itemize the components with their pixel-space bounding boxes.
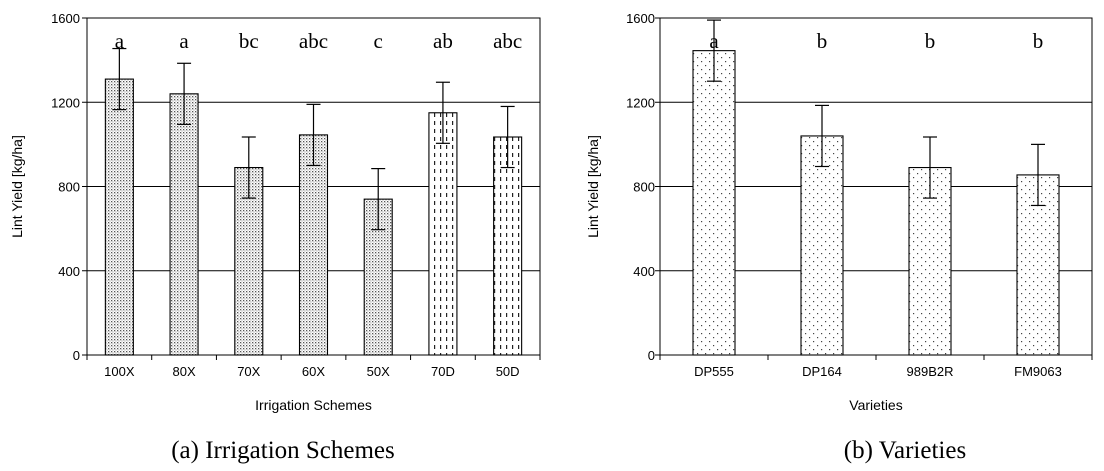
y-tick-label: 800: [633, 180, 655, 195]
y-tick-label: 1600: [626, 11, 655, 26]
y-tick-label: 0: [648, 348, 655, 363]
bar-100x: [104, 78, 134, 356]
x-tick-label: DP164: [802, 364, 842, 379]
x-tick-label: 80X: [173, 364, 196, 379]
y-axis-title: Lint Yield [kg/ha]: [9, 135, 25, 238]
x-tick-label: FM9063: [1014, 364, 1062, 379]
bar-60x: [298, 134, 329, 356]
x-tick-label: 70X: [237, 364, 260, 379]
significance-label: ab: [433, 29, 453, 53]
chart-varieties: a DP555 b DP164 b 989B2R b FM9063 0 400 800 1200 160…: [585, 11, 1093, 464]
significance-label: abc: [299, 29, 328, 53]
significance-label: a: [115, 29, 125, 53]
x-tick-label: 50X: [367, 364, 390, 379]
y-tick-label: 400: [633, 264, 655, 279]
x-tick-label: DP555: [694, 364, 734, 379]
y-tick-label: 0: [73, 348, 80, 363]
chart-caption: (a) Irrigation Schemes: [171, 437, 395, 464]
bar-50d: [493, 136, 523, 356]
bar-dp164: [800, 135, 844, 356]
bar-70d: [428, 112, 458, 356]
significance-label: b: [1033, 29, 1044, 53]
x-axis-title: Varieties: [849, 397, 902, 413]
y-tick-label: 1200: [51, 95, 80, 110]
significance-label: b: [925, 29, 936, 53]
chart-caption: (b) Varieties: [844, 437, 966, 464]
significance-label: c: [374, 29, 383, 53]
y-tick-label: 1200: [626, 95, 655, 110]
x-tick-label: 50D: [496, 364, 520, 379]
significance-label: abc: [493, 29, 522, 53]
x-tick-label: 70D: [431, 364, 455, 379]
x-tick-label: 100X: [104, 364, 135, 379]
significance-label: bc: [239, 29, 259, 53]
x-tick-label: 60X: [302, 364, 325, 379]
significance-label: a: [709, 29, 719, 53]
y-axis-title: Lint Yield [kg/ha]: [585, 135, 601, 238]
bar-dp555: [692, 50, 736, 356]
y-tick-label: 400: [58, 264, 80, 279]
x-axis-title: Irrigation Schemes: [255, 397, 372, 413]
significance-label: a: [179, 29, 189, 53]
significance-label: b: [817, 29, 828, 53]
y-tick-label: 800: [58, 180, 80, 195]
y-tick-label: 1600: [51, 11, 80, 26]
chart-irrigation-schemes: a 100X a 80X bc 70X abc 60X c 50X ab 70D abc 50D 0 400 8…: [9, 11, 541, 464]
x-tick-label: 989B2R: [907, 364, 954, 379]
bar-80x: [169, 93, 199, 356]
